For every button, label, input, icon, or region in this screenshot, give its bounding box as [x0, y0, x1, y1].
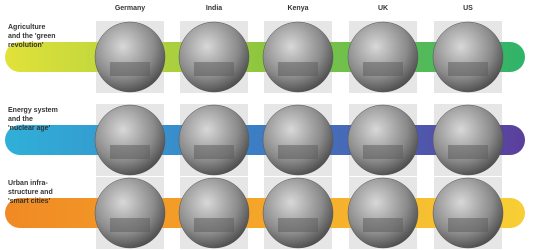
photo — [263, 22, 333, 92]
row-label: revolution' — [8, 42, 44, 49]
photo — [348, 105, 418, 175]
column-header: Germany — [115, 5, 145, 12]
photo-detail — [110, 62, 150, 76]
photo — [433, 178, 503, 248]
photo-detail — [110, 145, 150, 159]
photo-detail — [363, 145, 403, 159]
photo-detail — [448, 218, 488, 232]
photo — [179, 105, 249, 175]
photo — [95, 105, 165, 175]
photo — [348, 22, 418, 92]
photo-detail — [110, 218, 150, 232]
photo-detail — [448, 62, 488, 76]
column-header: US — [463, 5, 473, 12]
row-label: Urban infra- — [8, 180, 48, 187]
column-header: India — [206, 5, 222, 12]
photo-detail — [194, 218, 234, 232]
photo — [433, 105, 503, 175]
photo — [95, 178, 165, 248]
row-label: and the — [8, 116, 33, 123]
infographic: Germany India Kenya UK US Agriculture and the … — [0, 0, 533, 250]
photo-detail — [278, 218, 318, 232]
photo — [263, 105, 333, 175]
row-label: and the 'green — [8, 33, 56, 40]
photo-detail — [194, 145, 234, 159]
photo — [263, 178, 333, 248]
column-header: UK — [378, 5, 388, 12]
photo-detail — [278, 145, 318, 159]
photo — [179, 178, 249, 248]
photo-detail — [278, 62, 318, 76]
photo-detail — [194, 62, 234, 76]
row-label: structure and — [8, 189, 53, 196]
photo — [433, 22, 503, 92]
photo-detail — [448, 145, 488, 159]
row-label: Energy system — [8, 107, 58, 114]
photo-detail — [363, 218, 403, 232]
photo — [348, 178, 418, 248]
row-label: 'nuclear age' — [8, 125, 51, 132]
row-label: Agriculture — [8, 24, 45, 31]
photo — [179, 22, 249, 92]
column-header: Kenya — [287, 5, 308, 12]
photo-detail — [363, 62, 403, 76]
row-label: 'smart cities' — [8, 198, 51, 205]
photo — [95, 22, 165, 92]
